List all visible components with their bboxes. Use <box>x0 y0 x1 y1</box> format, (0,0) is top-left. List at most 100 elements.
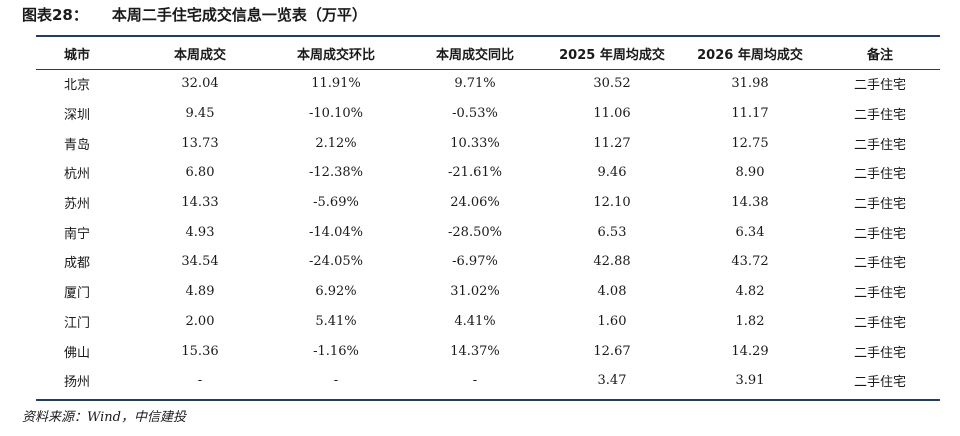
cell-avg-2026: 6.34 <box>735 224 765 240</box>
source-note: 资料来源：Wind，中信建投 <box>22 410 186 425</box>
table-header-row: 城市 本周成交 本周成交环比 本周成交同比 2025 年周均成交 2026 年周… <box>36 37 940 69</box>
cell-note: 二手住宅 <box>853 78 906 94</box>
cell-yoy: 9.71% <box>454 76 496 92</box>
table-row: 佛山 15.36 -1.16% 14.37% 12.67 14.29 二手住宅 <box>36 336 940 366</box>
table-row: 厦门 4.89 6.92% 31.02% 4.08 4.82 二手住宅 <box>36 277 940 307</box>
cell-note: 二手住宅 <box>853 286 906 302</box>
cell-weekly-volume: 4.93 <box>185 224 215 240</box>
cell-weekly-volume: 9.45 <box>185 106 215 122</box>
header-city: 城市 <box>64 47 91 63</box>
cell-avg-2025: 12.10 <box>593 195 631 211</box>
cell-weekly-volume: 6.80 <box>185 165 215 181</box>
cell-note: 二手住宅 <box>853 256 906 272</box>
cell-weekly-volume: 15.36 <box>181 343 219 359</box>
header-2026-avg: 2026 年周均成交 <box>697 47 803 63</box>
cell-city: 佛山 <box>64 345 91 361</box>
cell-avg-2026: 4.82 <box>735 284 765 300</box>
table-row: 深圳 9.45 -10.10% -0.53% 11.06 11.17 二手住宅 <box>36 99 940 129</box>
table-row: 杭州 6.80 -12.38% -21.61% 9.46 8.90 二手住宅 <box>36 158 940 188</box>
cell-note: 二手住宅 <box>853 167 906 183</box>
table-row: 扬州 - - - 3.47 3.91 二手住宅 <box>36 366 940 396</box>
cell-yoy: 24.06% <box>450 195 500 211</box>
cell-weekly-volume: 14.33 <box>181 195 219 211</box>
cell-wow: -14.04% <box>309 224 363 240</box>
cell-weekly-volume: 32.04 <box>181 76 219 92</box>
cell-avg-2026: 43.72 <box>731 254 769 270</box>
cell-avg-2026: 8.90 <box>735 165 765 181</box>
cell-avg-2026: 1.82 <box>735 313 765 329</box>
cell-avg-2025: 42.88 <box>593 254 631 270</box>
cell-city: 扬州 <box>64 375 91 391</box>
cell-weekly-volume: 2.00 <box>185 313 215 329</box>
table-row: 成都 34.54 -24.05% -6.97% 42.88 43.72 二手住宅 <box>36 247 940 277</box>
table-top-rule <box>36 35 940 37</box>
cell-yoy: - <box>472 373 478 389</box>
cell-avg-2025: 30.52 <box>593 76 631 92</box>
cell-avg-2026: 11.17 <box>731 106 769 122</box>
cell-weekly-volume: 34.54 <box>181 254 219 270</box>
figure-title: 图表28： 本周二手住宅成交信息一览表（万平） <box>22 4 367 25</box>
cell-note: 二手住宅 <box>853 345 906 361</box>
cell-avg-2025: 4.08 <box>597 284 627 300</box>
cell-city: 青岛 <box>64 137 91 153</box>
cell-weekly-volume: 13.73 <box>181 135 219 151</box>
cell-wow: -1.16% <box>313 343 359 359</box>
cell-avg-2025: 12.67 <box>593 343 631 359</box>
table-row: 江门 2.00 5.41% 4.41% 1.60 1.82 二手住宅 <box>36 307 940 337</box>
table-row: 苏州 14.33 -5.69% 24.06% 12.10 14.38 二手住宅 <box>36 188 940 218</box>
cell-yoy: -21.61% <box>448 165 502 181</box>
cell-yoy: -28.50% <box>448 224 502 240</box>
cell-yoy: 31.02% <box>450 284 500 300</box>
table-row: 青岛 13.73 2.12% 10.33% 11.27 12.75 二手住宅 <box>36 128 940 158</box>
cell-yoy: -6.97% <box>452 254 498 270</box>
cell-note: 二手住宅 <box>853 108 906 124</box>
cell-avg-2025: 9.46 <box>597 165 627 181</box>
header-wow: 本周成交环比 <box>296 47 375 63</box>
header-2025-avg: 2025 年周均成交 <box>559 47 665 63</box>
cell-avg-2025: 6.53 <box>597 224 627 240</box>
table-bottom-rule <box>36 399 940 401</box>
transaction-table: 城市 本周成交 本周成交环比 本周成交同比 2025 年周均成交 2026 年周… <box>36 37 940 396</box>
cell-weekly-volume: 4.89 <box>185 284 215 300</box>
cell-note: 二手住宅 <box>853 197 906 213</box>
table-row: 南宁 4.93 -14.04% -28.50% 6.53 6.34 二手住宅 <box>36 217 940 247</box>
cell-note: 二手住宅 <box>853 226 906 242</box>
cell-yoy: 10.33% <box>450 135 500 151</box>
cell-yoy: 14.37% <box>450 343 500 359</box>
cell-wow: -10.10% <box>309 106 363 122</box>
cell-avg-2025: 3.47 <box>597 373 627 389</box>
table-header-rule <box>36 69 940 70</box>
cell-city: 深圳 <box>64 108 91 124</box>
header-yoy: 本周成交同比 <box>435 47 514 63</box>
cell-wow: 2.12% <box>315 135 357 151</box>
cell-city: 南宁 <box>64 226 91 242</box>
table-row: 北京 32.04 11.91% 9.71% 30.52 31.98 二手住宅 <box>36 69 940 99</box>
cell-avg-2026: 14.29 <box>731 343 769 359</box>
cell-avg-2025: 11.27 <box>593 135 631 151</box>
figure-caption: 本周二手住宅成交信息一览表（万平） <box>111 6 367 24</box>
cell-avg-2026: 3.91 <box>735 373 765 389</box>
header-note: 备注 <box>866 47 893 63</box>
cell-city: 江门 <box>64 315 91 331</box>
cell-wow: -12.38% <box>309 165 363 181</box>
cell-avg-2026: 14.38 <box>731 195 769 211</box>
cell-avg-2025: 1.60 <box>597 313 627 329</box>
cell-yoy: 4.41% <box>454 313 496 329</box>
cell-wow: 11.91% <box>311 76 361 92</box>
cell-wow: -5.69% <box>313 195 359 211</box>
header-weekly-volume: 本周成交 <box>173 47 226 63</box>
cell-wow: 6.92% <box>315 284 357 300</box>
cell-weekly-volume: - <box>197 373 203 389</box>
cell-note: 二手住宅 <box>853 375 906 391</box>
figure-number: 图表28： <box>22 6 88 24</box>
cell-city: 苏州 <box>64 197 91 213</box>
cell-yoy: -0.53% <box>452 106 498 122</box>
cell-city: 成都 <box>64 256 91 272</box>
cell-avg-2025: 11.06 <box>593 106 631 122</box>
cell-wow: -24.05% <box>309 254 363 270</box>
cell-wow: - <box>333 373 339 389</box>
cell-avg-2026: 12.75 <box>731 135 769 151</box>
cell-city: 厦门 <box>64 286 91 302</box>
cell-note: 二手住宅 <box>853 315 906 331</box>
cell-city: 北京 <box>64 78 91 94</box>
